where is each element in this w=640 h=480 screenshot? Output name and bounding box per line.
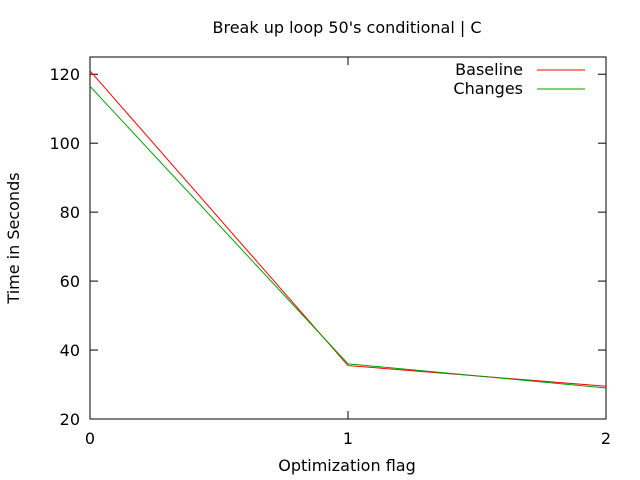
series-line-baseline [89, 70, 607, 387]
series-lines [89, 70, 607, 389]
x-tick-label: 2 [601, 429, 611, 448]
y-tick-label: 80 [60, 203, 80, 222]
y-ticks: 20 40 60 80 100 120 [49, 65, 606, 429]
x-ticks: 0 1 2 [85, 57, 611, 448]
y-tick-label: 40 [60, 341, 80, 360]
y-tick-label: 120 [49, 65, 80, 84]
x-tick-label: 1 [343, 429, 353, 448]
chart-title: Break up loop 50's conditional | C [213, 18, 482, 37]
x-tick-label: 0 [85, 429, 95, 448]
y-tick-label: 20 [60, 410, 80, 429]
x-axis-label: Optimization flag [278, 456, 415, 475]
legend-label-changes: Changes [453, 79, 523, 98]
legend-label-baseline: Baseline [455, 60, 523, 79]
y-tick-label: 60 [60, 272, 80, 291]
y-axis-label: Time in Seconds [4, 172, 23, 304]
y-tick-label: 100 [49, 134, 80, 153]
plot-frame [89, 56, 607, 420]
series-line-changes [89, 85, 607, 389]
